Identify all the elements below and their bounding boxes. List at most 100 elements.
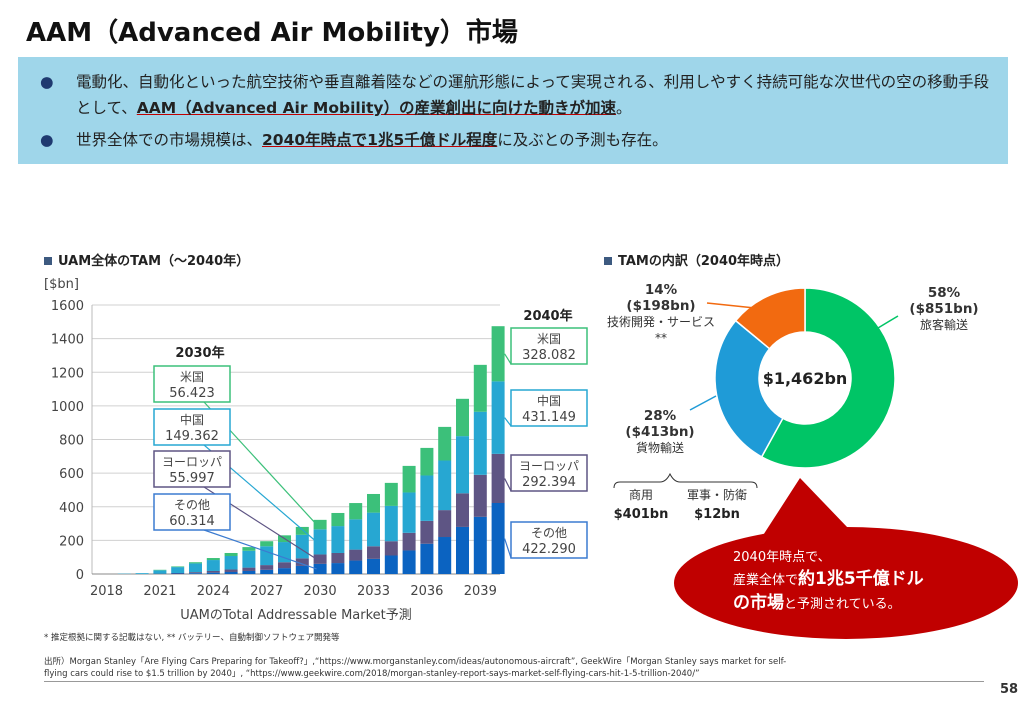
x-tick-label: 2024: [197, 584, 230, 599]
annotation-value: 422.290: [522, 542, 576, 557]
bullet-text: 世界全体での市場規模は、: [76, 131, 263, 149]
bar-segment-2040-3: [491, 326, 505, 382]
leader-line: [504, 353, 512, 365]
bar-segment-2035-2: [402, 492, 416, 533]
x-tick-label: 2033: [357, 584, 390, 599]
bar-segment-2040-1: [491, 453, 505, 504]
callout-bubble: [674, 527, 1018, 639]
annotation-box: [510, 521, 588, 559]
source-line-1: 出所）Morgan Stanley「Are Flying Cars Prepar…: [44, 657, 787, 667]
y-tick-label: 600: [59, 467, 84, 482]
donut-label-label: 技術開発・サービス: [607, 315, 715, 329]
annotation-region: ヨーロッパ: [519, 459, 579, 473]
bullet-text: 電動化、自動化といった航空技術や垂直離着陸などの運航形態によって実現される、利用…: [76, 73, 990, 117]
donut-label-note: **: [655, 331, 667, 345]
bar-segment-2036-1: [420, 520, 434, 544]
donut-chart-title-text: TAMの内訳（2040年時点）: [618, 254, 790, 269]
donut-slice-1: [714, 319, 784, 458]
bullet-icon: ●: [40, 73, 54, 91]
divider: [44, 681, 984, 682]
bar-segment-2037-0: [438, 537, 452, 574]
annotation-box: [153, 408, 231, 446]
donut-label-label: 貨物輸送: [636, 440, 684, 455]
x-tick-label: 2027: [250, 584, 283, 599]
bar-segment-2036-0: [420, 543, 434, 574]
bar-segment-2020-2: [135, 573, 149, 574]
bar-segment-2033-1: [367, 546, 380, 559]
leader-line: [706, 302, 756, 309]
y-tick-label: 200: [59, 534, 84, 549]
bar-segment-2026-3: [242, 547, 256, 551]
bar-segment-2034-2: [384, 505, 398, 542]
donut-slice-0: [760, 287, 896, 469]
bar-segment-2037-1: [438, 510, 452, 538]
donut-label-pct: 58%: [928, 285, 961, 301]
bar-segment-2023-3: [189, 562, 202, 564]
bar-segment-2040-2: [491, 381, 505, 454]
bar-segment-2024-2: [206, 560, 220, 571]
bullet-text: 。: [616, 99, 632, 117]
leader-line: [689, 395, 717, 411]
cargo-breakdown-label: 商用: [629, 487, 653, 502]
bar-segment-2030-2: [313, 529, 327, 555]
bar-segment-2025-3: [224, 552, 238, 557]
annotation-region: 米国: [537, 332, 561, 346]
x-tick-label: 2018: [90, 584, 123, 599]
bar-segment-2026-2: [242, 550, 256, 568]
annotation-value: 149.362: [165, 429, 219, 444]
y-tick-label: 0: [76, 568, 84, 583]
bar-segment-2031-0: [331, 563, 345, 574]
annotation-box: [510, 454, 588, 492]
callout-line-1: 2040年時点で、: [733, 550, 831, 565]
leader-line: [203, 529, 317, 570]
bar-segment-2026-1: [242, 567, 256, 571]
bar-segment-2027-2: [260, 546, 274, 566]
bar-segment-2034-1: [384, 541, 398, 556]
bar-segment-2033-2: [367, 512, 380, 547]
y-tick-label: 1400: [51, 333, 84, 348]
bar-chart-title: UAM全体のTAM（～2040年）: [44, 250, 249, 269]
x-tick-label: 2021: [143, 584, 176, 599]
annotation-box: [510, 389, 588, 427]
donut-chart-title: TAMの内訳（2040年時点）: [604, 250, 789, 269]
cargo-breakdown-value: $12bn: [694, 507, 740, 522]
page-number: 58: [1000, 682, 1019, 697]
bar-segment-2039-0: [473, 516, 487, 574]
bar-segment-2027-1: [260, 565, 274, 570]
bar-segment-2023-1: [189, 572, 202, 574]
leader-line: [877, 315, 899, 329]
bar-segment-2030-1: [313, 554, 327, 564]
bar-segment-2030-3: [313, 519, 327, 530]
summary-bullet-2: ● 世界全体での市場規模は、2040年時点で1兆5千億ドル程度に及ぶとの予測も存…: [40, 127, 996, 153]
bar-segment-2034-0: [384, 555, 398, 574]
bar-segment-2035-3: [402, 465, 416, 493]
page-title: AAM（Advanced Air Mobility）市場: [26, 18, 518, 48]
annotation-value: 431.149: [522, 410, 576, 425]
bar-segment-2031-1: [331, 552, 345, 564]
bar-segment-2038-3: [456, 398, 469, 437]
callout-tail: [760, 478, 848, 540]
annotation-box: [153, 365, 231, 403]
footnote: * 推定根拠に関する記載はない, ** バッテリー、自動制御ソフトウェア開発等: [44, 633, 340, 643]
donut-label-pct: 14%: [645, 282, 678, 298]
annotation-box: [153, 450, 231, 488]
bar-segment-2038-1: [456, 493, 469, 527]
cargo-breakdown-value: $401bn: [614, 507, 669, 522]
bar-segment-2023-0: [189, 573, 202, 574]
bullet-text: に及ぶとの予測も存在。: [497, 131, 668, 149]
y-tick-label: 400: [59, 501, 84, 516]
bar-segment-2037-3: [438, 426, 452, 461]
bar-segment-2025-2: [224, 556, 238, 570]
donut-label-label: 旅客輸送: [920, 317, 968, 332]
bar-segment-2021-2: [153, 570, 167, 574]
x-axis-label: UAMのTotal Addressable Market予測: [180, 608, 412, 623]
bar-segment-2025-0: [224, 571, 238, 574]
leader-line: [504, 538, 512, 559]
callout-text: 産業全体で: [733, 572, 798, 588]
callout-line-3: の市場と予測されている。: [733, 592, 901, 613]
bullet-icon: ●: [40, 131, 54, 149]
leader-line: [504, 478, 512, 492]
y-tick-label: 1200: [51, 366, 84, 381]
bar-segment-2035-1: [402, 532, 416, 551]
